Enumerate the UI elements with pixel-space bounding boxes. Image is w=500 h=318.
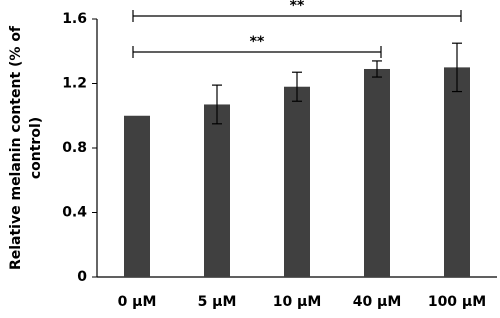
x-tick-label: 5 µM bbox=[198, 294, 237, 310]
bar bbox=[204, 104, 230, 278]
error-bar bbox=[292, 71, 302, 102]
y-tick-label: 0.4 bbox=[62, 205, 87, 221]
error-bar bbox=[372, 60, 382, 78]
y-tick-label: 0.8 bbox=[62, 140, 87, 156]
significance-label: ** bbox=[290, 0, 305, 14]
x-tick-label: 0 µM bbox=[118, 294, 157, 310]
error-bar bbox=[212, 84, 222, 125]
x-tick-label: 40 µM bbox=[353, 294, 402, 310]
x-tick-label: 100 µM bbox=[428, 294, 486, 310]
y-label-line: control) bbox=[28, 117, 44, 179]
y-axis-title: Relative melanin content (% of control) bbox=[8, 25, 44, 270]
significance-label: ** bbox=[250, 34, 265, 50]
bar bbox=[364, 68, 390, 277]
x-tick-label: 10 µM bbox=[273, 294, 322, 310]
bar bbox=[284, 86, 310, 277]
y-tick-label: 1.6 bbox=[62, 11, 87, 27]
y-label-line: Relative melanin content (% of bbox=[8, 25, 24, 270]
bar bbox=[444, 67, 470, 277]
y-tick-label: 1.2 bbox=[62, 76, 87, 92]
error-bar bbox=[452, 42, 462, 93]
bar bbox=[124, 115, 150, 277]
y-tick-label: 0 bbox=[77, 269, 87, 285]
